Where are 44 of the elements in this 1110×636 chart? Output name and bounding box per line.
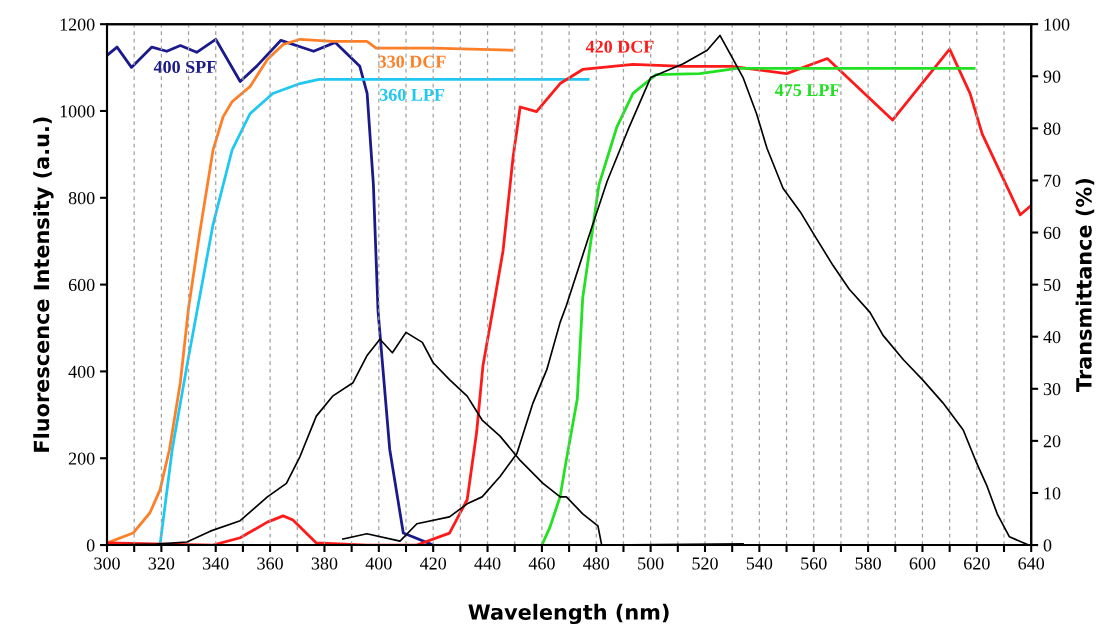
y2-tick-label: 50 xyxy=(1044,278,1061,292)
x-tick-label: 300 xyxy=(94,557,120,570)
x-axis-title: Wavelength (nm) xyxy=(468,603,669,625)
y-tick-label: 1000 xyxy=(60,105,95,118)
y-tick-label: 0 xyxy=(86,539,95,552)
y2-axis-title: Transmittance (%) xyxy=(1075,179,1095,392)
y2-tick-label: 90 xyxy=(1043,70,1061,83)
y2-tick-label: 20 xyxy=(1043,435,1061,448)
y2-tick-label: 80 xyxy=(1043,122,1061,135)
x-tick-label: 560 xyxy=(801,557,827,570)
x-tick-label: 400 xyxy=(365,557,392,570)
x-tick-label: 460 xyxy=(528,557,555,570)
x-tick-label: 540 xyxy=(746,557,773,570)
y-tick-label: 1200 xyxy=(60,18,95,31)
y2-tick-label: 70 xyxy=(1044,174,1061,187)
x-tick-label: 340 xyxy=(203,557,229,570)
y-tick-label: 200 xyxy=(68,452,95,465)
series-label: 420 DCF xyxy=(585,40,654,53)
y-tick-label: 800 xyxy=(68,192,95,205)
y2-tick-label: 0 xyxy=(1043,539,1052,552)
x-tick-label: 440 xyxy=(474,557,501,570)
x-tick-label: 640 xyxy=(1018,557,1045,570)
y2-tick-label: 100 xyxy=(1044,18,1070,31)
y2-tick-label: 10 xyxy=(1044,487,1061,500)
y-axis-title: Fluorescence Intensity (a.u.) xyxy=(33,117,54,452)
y-tick-label: 400 xyxy=(68,365,95,378)
x-tick-label: 320 xyxy=(148,557,175,570)
x-tick-label: 480 xyxy=(583,557,610,570)
series-label: 360 LPF xyxy=(379,88,445,101)
x-tick-label: 580 xyxy=(855,557,881,570)
y2-tick-label: 30 xyxy=(1043,383,1061,396)
x-tick-label: 500 xyxy=(638,557,664,570)
x-tick-label: 420 xyxy=(420,557,447,570)
x-tick-label: 520 xyxy=(692,557,718,570)
y-tick-label: 600 xyxy=(68,278,95,292)
y2-tick-label: 60 xyxy=(1043,226,1061,239)
x-tick-label: 360 xyxy=(257,557,283,570)
x-tick-label: 600 xyxy=(909,557,936,570)
series-label: 330 DCF xyxy=(378,55,446,68)
series-label: 475 LPF xyxy=(774,84,840,97)
series-label: 400 SPF xyxy=(153,60,217,74)
y2-tick-label: 40 xyxy=(1043,330,1061,344)
x-tick-label: 620 xyxy=(964,557,990,570)
x-tick-label: 380 xyxy=(311,557,338,570)
